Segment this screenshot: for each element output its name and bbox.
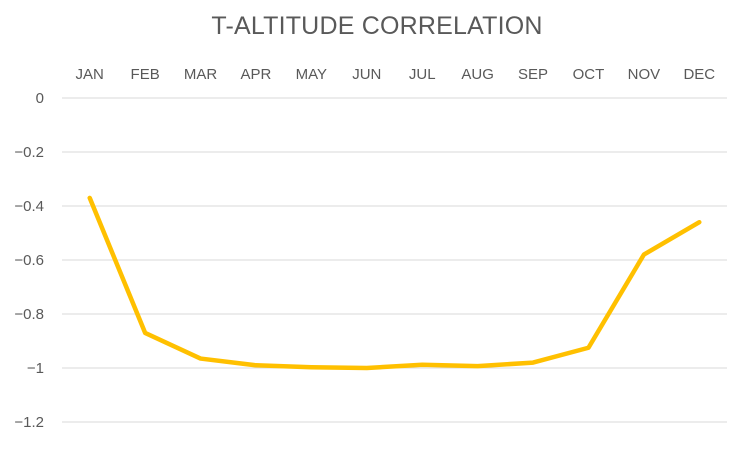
y-axis-ticks: 0 −0.2 −0.4 −0.6 −0.8 −1 −1.2 [14, 90, 44, 431]
series-line [87, 195, 702, 371]
x-tick-label: JUN [352, 66, 381, 83]
x-tick-label: MAR [184, 66, 218, 83]
y-tick-label: −0.6 [14, 252, 44, 269]
y-tick-label: 0 [36, 90, 44, 107]
y-tick-label: −0.8 [14, 306, 44, 323]
y-tick-label: −0.4 [14, 198, 44, 215]
x-tick-label: DEC [683, 66, 715, 83]
x-tick-label: FEB [131, 66, 160, 83]
gridlines [62, 97, 727, 423]
x-tick-label: SEP [518, 66, 548, 83]
chart-title: T-ALTITUDE CORRELATION [211, 12, 543, 40]
y-tick-label: −1 [27, 360, 44, 377]
x-tick-label: JUL [409, 66, 436, 83]
x-tick-label: JAN [76, 66, 104, 83]
x-tick-label: AUG [461, 66, 494, 83]
series-layer [87, 195, 702, 371]
x-tick-label: APR [241, 66, 272, 83]
y-tick-label: −0.2 [14, 144, 44, 161]
x-tick-label: MAY [296, 66, 327, 83]
x-tick-label: OCT [573, 66, 605, 83]
y-tick-label: −1.2 [14, 414, 44, 431]
x-axis-ticks: JAN FEB MAR APR MAY JUN JUL AUG SEP OCT NOV DEC [76, 66, 716, 83]
x-tick-label: NOV [628, 66, 661, 83]
